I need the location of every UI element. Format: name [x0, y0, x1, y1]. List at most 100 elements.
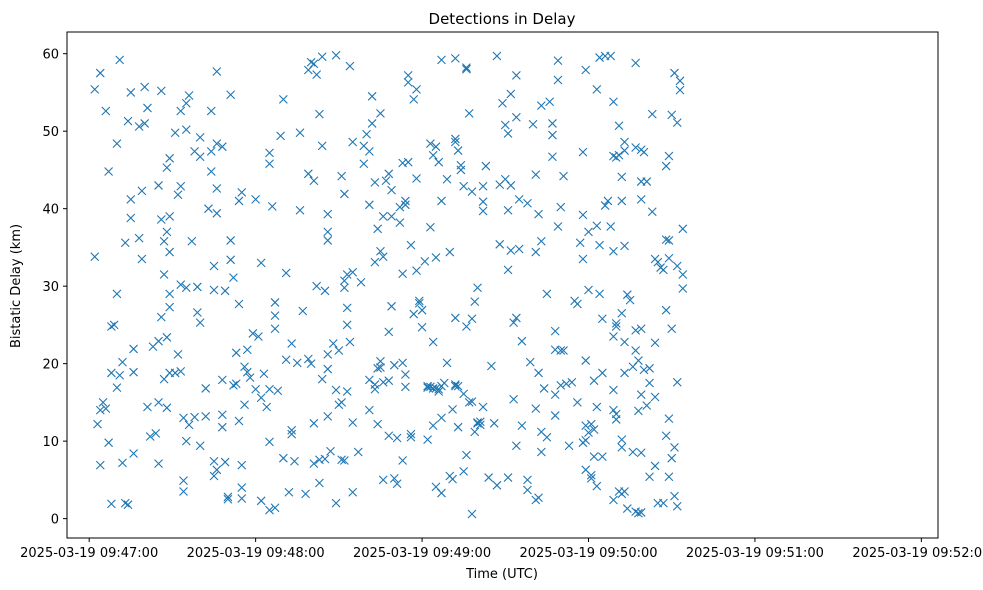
x-axis: 2025-03-19 09:47:00 2025-03-19 09:48:00 20… — [20, 538, 983, 561]
data-point-449 — [609, 332, 618, 341]
data-point-240 — [378, 475, 388, 485]
data-point-21 — [118, 357, 127, 367]
data-point-287 — [428, 421, 438, 431]
data-point-12 — [106, 368, 116, 378]
data-point-451 — [609, 405, 618, 415]
data-point-124 — [237, 494, 247, 503]
data-point-1 — [90, 252, 100, 262]
data-point-428 — [589, 376, 599, 386]
data-point-509 — [658, 265, 668, 275]
data-point-268 — [406, 429, 416, 439]
data-point-283 — [425, 222, 435, 232]
data-point-11 — [106, 322, 116, 331]
data-point-446 — [609, 97, 618, 107]
y-tick-label: 10 — [42, 435, 59, 450]
data-point-109 — [220, 457, 230, 467]
data-point-261 — [401, 370, 410, 379]
data-point-145 — [267, 201, 277, 211]
data-point-492 — [636, 508, 646, 517]
data-point-470 — [620, 337, 629, 347]
data-point-94 — [206, 106, 216, 116]
data-point-523 — [670, 68, 679, 78]
data-point-489 — [636, 324, 646, 334]
data-point-88 — [195, 132, 205, 142]
data-point-22 — [120, 238, 130, 248]
x-tick-label: 2025-03-19 09:48:00 — [187, 546, 325, 561]
data-point-170 — [306, 359, 316, 369]
data-point-133 — [251, 194, 261, 204]
data-point-92 — [206, 146, 216, 156]
data-point-224 — [367, 119, 377, 128]
data-point-189 — [323, 364, 333, 374]
data-point-90 — [201, 411, 211, 421]
data-point-39 — [143, 402, 152, 412]
data-point-206 — [342, 303, 352, 313]
data-point-515 — [664, 151, 674, 161]
data-point-504 — [650, 392, 660, 402]
data-point-284 — [425, 382, 435, 392]
data-point-323 — [462, 64, 471, 74]
data-point-71 — [179, 413, 188, 423]
data-point-9 — [104, 167, 113, 176]
x-tick-label: 2025-03-19 09:50:00 — [519, 546, 657, 561]
data-point-434 — [592, 481, 602, 491]
data-point-477 — [628, 447, 638, 457]
data-point-474 — [622, 504, 632, 513]
data-point-7 — [101, 106, 111, 116]
data-point-370 — [517, 421, 527, 431]
data-point-375 — [528, 119, 538, 129]
data-point-435 — [595, 53, 604, 62]
data-point-158 — [287, 425, 297, 435]
data-point-185 — [323, 209, 333, 219]
data-point-300 — [437, 488, 446, 498]
data-point-506 — [653, 257, 663, 267]
data-point-303 — [442, 174, 452, 184]
data-point-53 — [162, 163, 172, 172]
data-point-38 — [143, 103, 152, 113]
data-point-150 — [273, 386, 283, 396]
data-point-121 — [234, 416, 244, 426]
data-point-331 — [467, 509, 477, 519]
data-point-238 — [378, 252, 388, 262]
data-point-236 — [376, 363, 385, 372]
data-point-101 — [212, 184, 222, 193]
data-point-98 — [209, 471, 219, 481]
data-point-191 — [326, 446, 335, 456]
data-point-418 — [581, 356, 591, 365]
data-point-369 — [517, 336, 527, 346]
data-point-112 — [226, 90, 236, 100]
data-point-528 — [672, 377, 682, 387]
data-point-445 — [606, 51, 616, 61]
data-point-57 — [165, 153, 175, 163]
data-point-293 — [434, 157, 444, 167]
data-point-168 — [303, 169, 313, 179]
data-point-469 — [620, 241, 629, 251]
data-point-37 — [140, 82, 150, 92]
data-point-56 — [162, 403, 172, 413]
data-point-384 — [536, 236, 546, 246]
data-point-128 — [242, 345, 252, 355]
data-point-400 — [553, 222, 563, 231]
data-point-374 — [525, 357, 535, 367]
data-point-182 — [317, 374, 327, 384]
data-point-380 — [534, 209, 543, 219]
data-point-148 — [270, 324, 280, 334]
data-point-258 — [398, 456, 408, 465]
data-point-110 — [223, 494, 233, 504]
data-point-336 — [473, 283, 482, 293]
data-point-427 — [586, 470, 596, 480]
data-point-525 — [670, 442, 679, 452]
data-point-33 — [134, 122, 144, 131]
data-point-180 — [317, 52, 327, 62]
data-point-208 — [342, 387, 352, 396]
data-point-14 — [109, 320, 119, 330]
data-point-76 — [181, 283, 191, 293]
data-point-25 — [123, 500, 133, 510]
data-point-106 — [217, 410, 227, 420]
y-tick-label: 20 — [42, 358, 59, 373]
data-point-117 — [231, 348, 241, 358]
y-tick-label: 0 — [51, 513, 59, 528]
x-axis-label: Time (UTC) — [465, 567, 538, 582]
marker-layer — [90, 50, 688, 519]
data-point-473 — [622, 290, 632, 300]
